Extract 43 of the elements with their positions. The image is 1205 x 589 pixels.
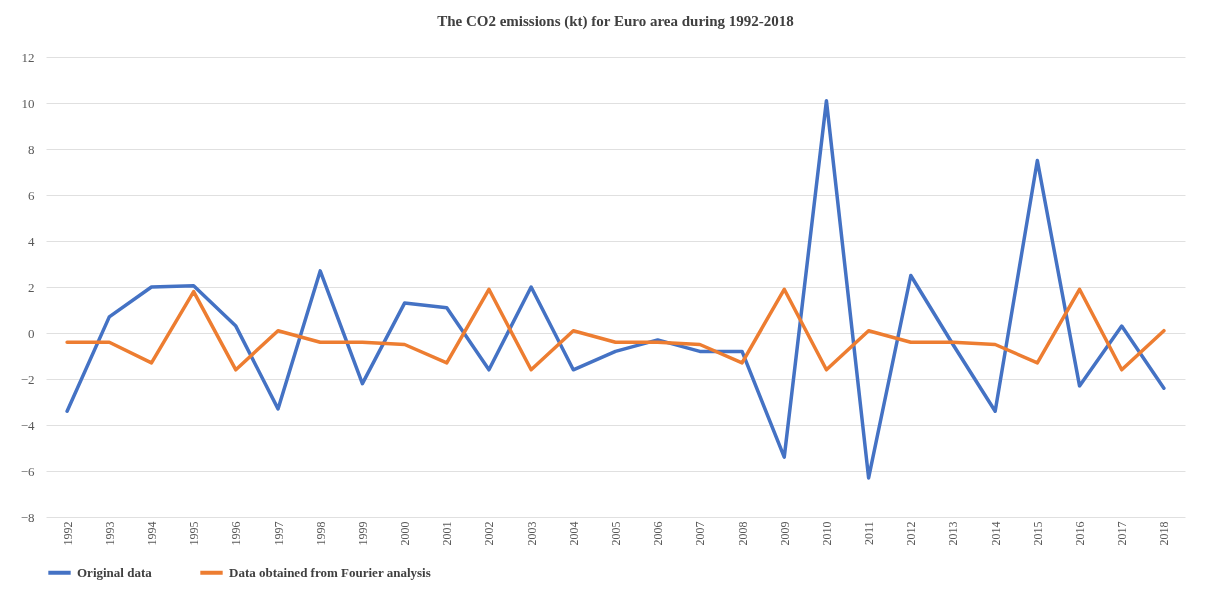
y-tick-label: −8 xyxy=(20,509,35,525)
y-tick-label: −2 xyxy=(20,371,35,387)
y-tick-label: 10 xyxy=(21,95,35,111)
x-tick-label: 1998 xyxy=(313,521,328,546)
x-tick-label: 2014 xyxy=(988,521,1003,546)
x-tick-label: 2017 xyxy=(1115,521,1130,546)
x-tick-label: 2002 xyxy=(482,521,497,546)
y-tick-label: 4 xyxy=(28,233,35,249)
x-tick-label: 2001 xyxy=(440,521,455,546)
legend-label: Data obtained from Fourier analysis xyxy=(229,564,431,580)
y-tick-label: 12 xyxy=(21,49,35,65)
x-tick-label: 1992 xyxy=(60,521,75,546)
x-tick-label: 1995 xyxy=(187,521,202,546)
line-series xyxy=(65,287,1166,372)
x-tick-label: 2012 xyxy=(904,521,919,546)
y-tick-label: 6 xyxy=(28,187,35,203)
legend-label: Original data xyxy=(77,564,153,580)
x-tick-label: 2011 xyxy=(862,521,877,546)
x-tick-label: 1996 xyxy=(229,521,244,546)
x-tick-label: 2015 xyxy=(1030,521,1045,546)
x-tick-label: 2010 xyxy=(819,521,834,546)
y-tick-label: −4 xyxy=(20,417,35,433)
chart-title: The CO2 emissions (kt) for Euro area during 1992-2018 xyxy=(437,13,794,30)
y-tick-label: 0 xyxy=(28,325,35,341)
x-tick-label: 1993 xyxy=(102,521,117,546)
y-tick-label: −6 xyxy=(20,463,35,479)
x-tick-label: 2000 xyxy=(398,521,413,546)
x-tick-label: 2013 xyxy=(946,521,961,546)
line-series xyxy=(65,98,1166,480)
x-tick-label: 2006 xyxy=(651,521,666,546)
x-tick-label: 1994 xyxy=(144,521,159,546)
x-tick-label: 1997 xyxy=(271,521,286,546)
x-tick-label: 2005 xyxy=(609,521,623,546)
x-tick-label: 2016 xyxy=(1073,521,1088,546)
x-tick-label: 2018 xyxy=(1157,521,1172,546)
x-tick-label: 2008 xyxy=(735,521,750,546)
x-tick-label: 2003 xyxy=(524,521,539,546)
x-tick-label: 2009 xyxy=(777,521,792,546)
y-tick-label: 8 xyxy=(28,141,35,157)
y-tick-label: 2 xyxy=(28,279,35,295)
x-tick-label: 2007 xyxy=(693,521,708,546)
x-tick-label: 2004 xyxy=(566,521,581,546)
x-tick-label: 1999 xyxy=(355,521,370,546)
